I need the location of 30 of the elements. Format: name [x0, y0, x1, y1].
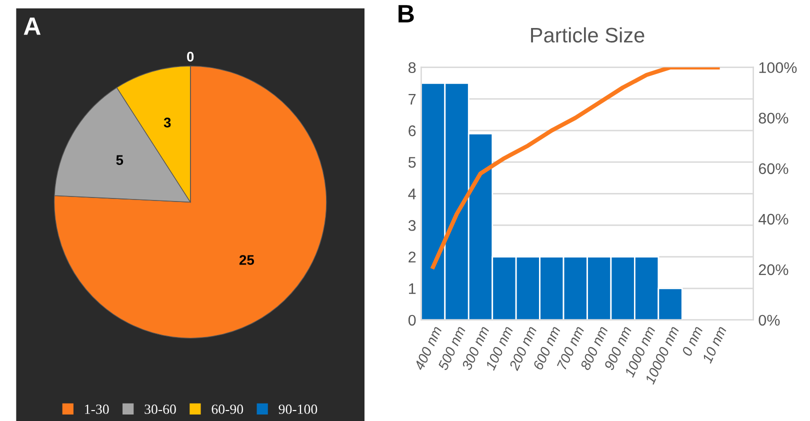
legend-label: 1-30 [85, 404, 109, 414]
chart-title: Particle Size [531, 27, 644, 43]
y2-tick-label: 20% [758, 264, 788, 276]
data-label: 3 [164, 118, 171, 128]
text: 0 [187, 52, 194, 62]
y2-tick-label: 80% [758, 112, 788, 124]
y2-tick-label: 40% [758, 214, 788, 225]
data-label: 25 [239, 255, 254, 265]
data-label: 5 [116, 155, 124, 165]
y2-tick-label: 0% [758, 314, 780, 326]
y-tick-label: 7 [408, 94, 416, 104]
text: B [398, 5, 414, 22]
x-tick-label: 10 nm [702, 326, 727, 364]
y2-tick-label: 60% [758, 163, 788, 174]
y-tick-label: 6 [408, 125, 416, 136]
y-tick-label: 2 [408, 252, 416, 262]
legend-label: 90-100 [278, 404, 318, 414]
y-tick-label: 0 [408, 314, 416, 326]
line-series [430, 67, 720, 269]
y-tick-label: 3 [408, 220, 416, 231]
legend-label: 30-60 [144, 404, 176, 414]
text: A [24, 18, 41, 35]
y2-tick-label: 100% [759, 62, 797, 74]
x-tick-label: 0 nm [682, 326, 703, 357]
y-tick-label: 4 [408, 188, 416, 200]
y-tick-label: 8 [408, 62, 416, 74]
legend-label: 60-90 [212, 404, 244, 414]
pie-slice [54, 66, 327, 339]
y-tick-label: 1 [409, 283, 416, 294]
y-tick-label: 5 [408, 157, 416, 168]
